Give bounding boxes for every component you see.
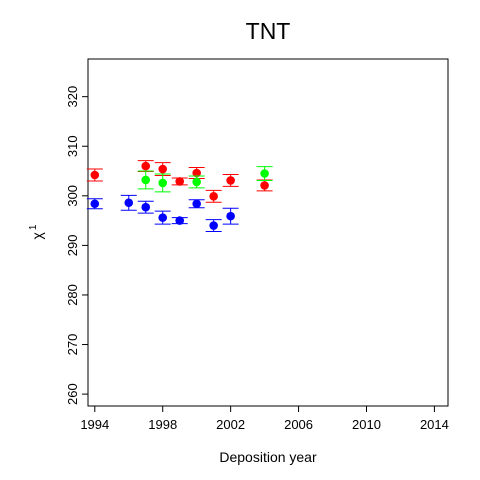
data-point	[192, 177, 201, 187]
data-point	[158, 213, 168, 222]
data-point-group	[222, 207, 239, 225]
data-point-group	[171, 216, 188, 225]
y-axis-label: χ1	[28, 224, 45, 239]
data-point	[226, 176, 235, 185]
y-axis-label-superscript: 1	[28, 224, 39, 230]
data-point-group	[154, 210, 171, 225]
x-tick-label-1994: 1994	[80, 417, 109, 432]
y-axis: 260 270 280 290 300 310 320	[65, 86, 88, 405]
data-point	[90, 170, 100, 180]
data-point-group	[256, 179, 273, 192]
data-point	[209, 221, 218, 230]
data-point-group	[205, 219, 222, 233]
data-point-group	[171, 177, 188, 186]
y-axis-label-base: χ	[29, 231, 45, 239]
x-tick-label-2002: 2002	[216, 417, 245, 432]
y-tick-label-300: 300	[65, 185, 80, 207]
data-point	[260, 181, 269, 190]
data-point	[124, 198, 134, 208]
x-axis: 1994 1998 2002 2006 2010 2014	[80, 406, 449, 432]
data-marks	[86, 160, 273, 233]
y-tick-label-310: 310	[65, 135, 80, 157]
data-point-group	[154, 162, 171, 176]
x-tick-label-2006: 2006	[284, 417, 313, 432]
data-point-group	[188, 175, 205, 189]
x-tick-label-2014: 2014	[420, 417, 449, 432]
data-point	[141, 175, 151, 185]
y-tick-label-270: 270	[65, 334, 80, 356]
data-point	[158, 178, 168, 188]
data-point-group	[188, 167, 205, 179]
chart-title: TNT	[246, 18, 291, 44]
data-point-group	[120, 194, 137, 211]
data-point	[175, 216, 184, 225]
y-tick-label-290: 290	[65, 235, 80, 257]
y-tick-label-260: 260	[65, 383, 80, 405]
data-point-group	[86, 198, 103, 210]
data-point-group	[256, 166, 273, 181]
data-point-group	[137, 170, 154, 190]
data-point	[141, 202, 151, 212]
data-point-group	[154, 173, 171, 193]
data-point-group	[86, 168, 103, 182]
data-point	[226, 211, 235, 221]
data-point	[260, 169, 269, 178]
y-tick-label-320: 320	[65, 86, 80, 108]
data-point-group	[188, 199, 205, 209]
data-point-group	[137, 160, 154, 173]
data-point	[141, 161, 151, 171]
data-point	[175, 177, 184, 186]
data-point	[192, 199, 201, 209]
data-point-group	[137, 200, 154, 214]
data-point-group	[205, 189, 222, 203]
y-tick-label-280: 280	[65, 284, 80, 306]
x-axis-label: Deposition year	[219, 449, 317, 465]
x-tick-label-1998: 1998	[148, 417, 177, 432]
x-tick-label-2010: 2010	[352, 417, 381, 432]
data-point	[158, 164, 168, 174]
data-point-group	[222, 174, 239, 187]
data-point	[192, 168, 201, 178]
data-point	[90, 199, 100, 209]
plot-frame	[87, 58, 449, 407]
data-point	[209, 192, 218, 201]
